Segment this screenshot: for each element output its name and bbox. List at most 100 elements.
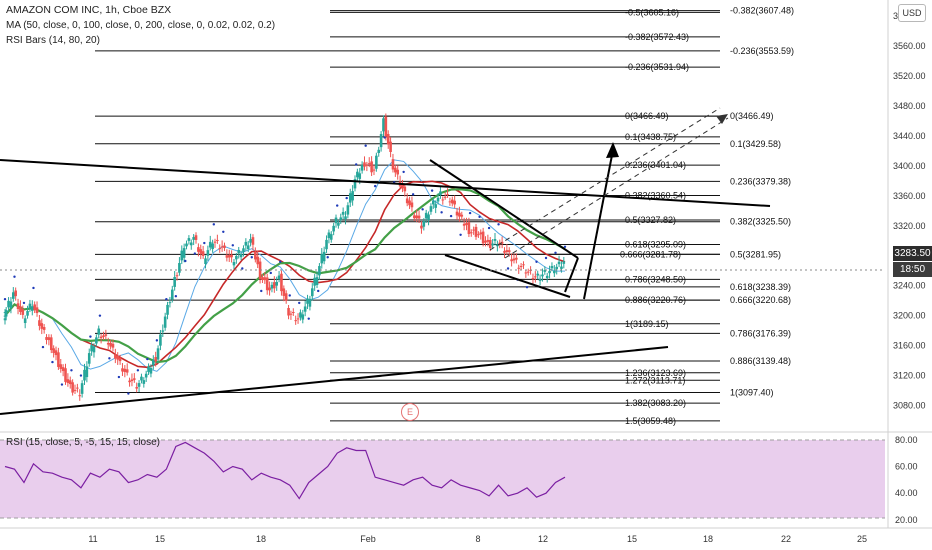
sar-dot — [373, 184, 377, 188]
candle-body — [116, 355, 120, 360]
rsi-band — [0, 440, 885, 518]
candle-body — [375, 155, 378, 169]
ma-legend[interactable]: MA (50, close, 0, 100, close, 0, 200, cl… — [6, 20, 276, 31]
candle-body — [477, 234, 480, 236]
candle-body — [246, 245, 250, 250]
candle-body — [526, 271, 530, 273]
candle-body — [83, 369, 86, 381]
candle-body — [128, 380, 131, 383]
candle-body — [424, 212, 428, 219]
sar-dot — [184, 259, 187, 263]
candle-body — [21, 309, 25, 315]
candle-body — [403, 186, 407, 192]
candle-body — [170, 289, 174, 300]
candle-body — [92, 346, 96, 353]
fib-label: -0.236(3531.94) — [625, 62, 689, 72]
candle-body — [26, 311, 29, 316]
candle-body — [199, 249, 203, 254]
currency-button[interactable]: USD — [898, 4, 926, 22]
candle-body — [166, 304, 169, 315]
candle-body — [45, 337, 48, 340]
projection-arrow-line — [583, 149, 614, 300]
candle-body — [12, 292, 15, 299]
price-tick-label: 3400.00 — [893, 161, 926, 171]
fib-label: 1(3097.40) — [730, 387, 774, 397]
candle-body — [329, 234, 333, 240]
time-tick-label: 15 — [627, 534, 637, 544]
candle-body — [322, 251, 326, 262]
sar-dot — [203, 241, 206, 245]
candle-body — [118, 357, 122, 362]
candle-body — [114, 354, 117, 359]
candle-body — [152, 359, 155, 366]
candle-body — [66, 379, 70, 384]
sar-dot — [108, 357, 111, 360]
rsi-bars-legend[interactable]: RSI Bars (14, 80, 20) — [6, 35, 100, 46]
candle-body — [289, 313, 293, 315]
candle-body — [227, 255, 231, 258]
candle-body — [254, 251, 257, 260]
candle-body — [377, 149, 381, 154]
candle-body — [282, 288, 286, 296]
candle-body — [465, 223, 468, 225]
sar-dot — [411, 193, 415, 196]
candle-body — [182, 248, 186, 258]
candle-body — [239, 253, 243, 258]
candle-body — [320, 254, 324, 264]
ma-red-line — [4, 180, 566, 369]
time-tick-label: 8 — [475, 534, 480, 544]
candle-body — [102, 335, 105, 337]
candle-body — [344, 216, 347, 220]
candle-body — [256, 256, 260, 265]
candle-body — [277, 275, 281, 280]
sar-dot — [279, 260, 282, 263]
sar-dot — [354, 163, 358, 166]
candle-body — [455, 211, 459, 216]
candle-body — [386, 134, 390, 145]
fib-label: 0.5(3327.82) — [625, 215, 676, 225]
candle-body — [109, 342, 112, 347]
candle-body — [356, 171, 359, 178]
fib-label: 0.786(3248.50) — [625, 274, 686, 284]
earnings-marker-icon[interactable]: E — [401, 403, 419, 421]
candle-body — [367, 163, 371, 165]
candle-body — [348, 193, 352, 203]
sar-dot — [79, 374, 83, 377]
candle-body — [534, 276, 537, 278]
candle-body — [232, 262, 236, 266]
candle-body — [515, 257, 518, 260]
candle-body — [133, 378, 136, 380]
candle-body — [7, 300, 10, 308]
sar-dot — [468, 211, 472, 215]
time-tick-label: 11 — [88, 534, 97, 544]
candle-body — [40, 323, 44, 329]
candle-body — [310, 288, 314, 297]
candle-body — [47, 337, 51, 341]
candle-body — [54, 350, 58, 356]
dashed-projection-1 — [489, 107, 721, 251]
candle-body — [147, 366, 150, 372]
candle-body — [560, 266, 563, 269]
candle-body — [149, 367, 153, 374]
candle-body — [360, 165, 364, 171]
ma-green-line — [4, 188, 566, 364]
sar-dot — [212, 223, 216, 226]
candle-body — [420, 225, 423, 229]
price-tick-label: 3200.00 — [893, 311, 926, 321]
sar-dot — [345, 196, 348, 200]
candle-body — [484, 240, 487, 243]
candle-body — [413, 215, 416, 219]
sar-dot — [60, 383, 64, 386]
candle-body — [332, 225, 335, 232]
candle-body — [382, 118, 385, 132]
rsi-legend[interactable]: RSI (15, close, 5, -5, 15, 15, close) — [6, 437, 160, 448]
candle-body — [90, 345, 93, 352]
candle-body — [538, 279, 542, 281]
sar-dot — [117, 375, 121, 379]
candle-body — [28, 303, 32, 309]
candle-body — [178, 263, 181, 273]
rsi-pane — [0, 431, 932, 529]
candle-body — [434, 204, 437, 208]
candle-body — [491, 243, 494, 246]
